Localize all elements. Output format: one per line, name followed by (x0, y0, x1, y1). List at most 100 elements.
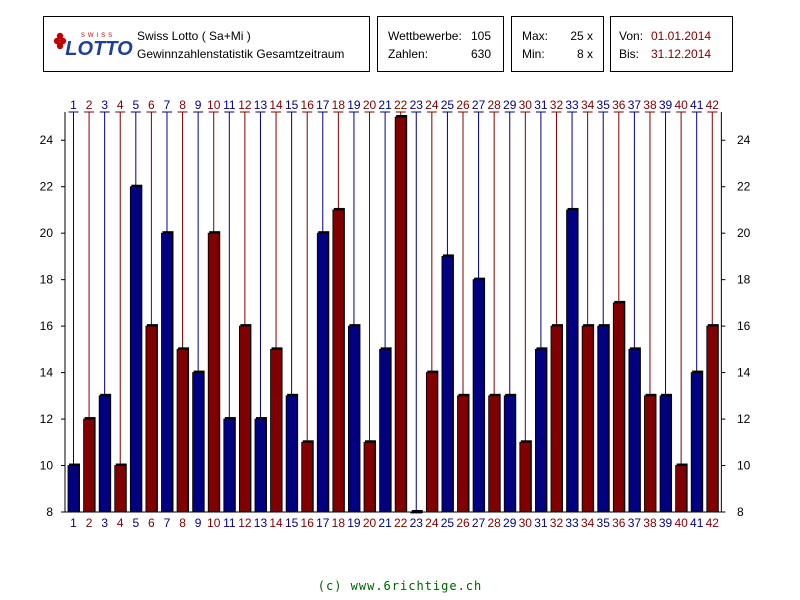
bar-number-18 (332, 209, 345, 513)
bar-number-34 (581, 325, 594, 513)
bottom-number-label: 8 (179, 516, 186, 530)
logo-text: LOTTO (65, 38, 133, 60)
bottom-number-label: 25 (441, 516, 455, 530)
y-tick-label-right: 24 (737, 133, 751, 147)
bar-number-24 (425, 372, 438, 513)
bar-number-35 (597, 325, 610, 513)
min-value: 8 x (576, 47, 593, 61)
bottom-number-label: 1 (70, 516, 77, 530)
bar-number-4 (114, 465, 127, 513)
y-tick-label-right: 10 (737, 459, 751, 473)
max-label: Max: (522, 29, 549, 43)
bottom-number-label: 39 (659, 516, 673, 530)
bar-number-29 (503, 395, 516, 513)
bar-number-21 (379, 348, 392, 513)
bar-number-20 (363, 441, 376, 513)
bar-number-23 (410, 511, 423, 514)
y-tick-label-left: 16 (40, 319, 54, 333)
top-number-label: 3 (101, 98, 108, 112)
header-title-box: SWISS LOTTO Swiss Lotto ( Sa+Mi ) Gewinn… (43, 16, 370, 72)
bottom-number-label: 37 (628, 516, 642, 530)
bottom-number-label: 26 (456, 516, 470, 530)
top-number-label: 8 (179, 98, 186, 112)
bar-number-41 (690, 372, 703, 513)
top-number-label: 10 (207, 98, 221, 112)
bottom-number-label: 4 (117, 516, 124, 530)
bar-shadow (411, 510, 423, 513)
bar-number-1 (67, 465, 80, 513)
top-number-label: 40 (674, 98, 688, 112)
bar-number-33 (566, 209, 578, 513)
von-label: Von: (619, 29, 644, 43)
bar-number-40 (675, 465, 688, 513)
bottom-number-label: 13 (254, 516, 268, 530)
min-label: Min: (522, 47, 545, 61)
top-number-label: 18 (332, 98, 346, 112)
bar-number-3 (98, 395, 111, 513)
bottom-number-label: 40 (674, 516, 688, 530)
top-number-label: 21 (378, 98, 392, 112)
bottom-number-label: 19 (347, 516, 361, 530)
top-number-label: 36 (612, 98, 626, 112)
bottom-number-label: 6 (148, 516, 155, 530)
zahlen-value: 630 (470, 47, 491, 61)
bottom-number-label: 27 (472, 516, 486, 530)
y-tick-label-left: 20 (40, 226, 54, 240)
top-number-label: 1 (70, 98, 77, 112)
bottom-number-label: 16 (301, 516, 315, 530)
bar-number-28 (488, 395, 501, 513)
y-tick-label-right: 14 (737, 366, 751, 380)
top-number-label: 2 (86, 98, 93, 112)
bar-number-11 (223, 418, 236, 513)
bottom-number-label: 28 (487, 516, 501, 530)
top-number-label: 29 (503, 98, 517, 112)
top-number-label: 38 (643, 98, 657, 112)
bar-number-25 (441, 256, 454, 513)
y-tick-label-left: 14 (40, 366, 54, 380)
bar-number-7 (161, 232, 173, 513)
page-subtitle: Gewinnzahlenstatistik Gesamtzeitraum (137, 47, 345, 61)
bottom-number-label: 36 (612, 516, 626, 530)
bar-number-8 (176, 348, 189, 513)
competition-stats-box: Wettbewerbe: 105 Zahlen: 630 (377, 16, 504, 72)
bottom-number-label: 33 (565, 516, 579, 530)
y-tick-label-right: 12 (737, 412, 751, 426)
swiss-lotto-logo: SWISS LOTTO (53, 32, 133, 60)
top-number-label: 20 (363, 98, 377, 112)
bottom-number-label: 23 (410, 516, 424, 530)
top-number-label: 9 (195, 98, 202, 112)
max-value: 25 x (570, 29, 593, 43)
y-tick-label-right: 22 (737, 180, 751, 194)
bottom-number-label: 18 (332, 516, 346, 530)
top-number-label: 26 (456, 98, 470, 112)
top-number-label: 4 (117, 98, 124, 112)
bar-number-6 (145, 325, 158, 513)
bar-number-37 (628, 348, 641, 513)
bar-number-22 (394, 116, 407, 513)
bottom-number-label: 41 (690, 516, 704, 530)
bar-number-31 (535, 348, 547, 513)
bar-number-17 (316, 232, 329, 513)
top-number-label: 11 (223, 98, 236, 112)
bar-number-10 (207, 232, 220, 513)
y-tick-label-left: 8 (46, 505, 53, 519)
bar-number-16 (301, 441, 314, 513)
y-tick-label-left: 10 (40, 459, 54, 473)
bottom-number-label: 35 (597, 516, 611, 530)
top-number-label: 39 (659, 98, 673, 112)
bottom-number-label: 38 (643, 516, 657, 530)
bottom-number-label: 32 (550, 516, 564, 530)
top-number-label: 6 (148, 98, 155, 112)
bar-number-13 (254, 418, 267, 513)
bottom-number-label: 2 (86, 516, 93, 530)
bottom-number-label: 24 (425, 516, 439, 530)
top-number-label: 22 (394, 98, 408, 112)
bottom-number-label: 31 (534, 516, 548, 530)
bar-number-39 (659, 395, 672, 513)
bottom-number-label: 12 (238, 516, 252, 530)
top-number-label: 24 (425, 98, 439, 112)
bottom-number-label: 17 (316, 516, 330, 530)
bar-number-14 (270, 348, 282, 513)
top-number-label: 35 (597, 98, 611, 112)
y-tick-label-right: 8 (737, 505, 744, 519)
